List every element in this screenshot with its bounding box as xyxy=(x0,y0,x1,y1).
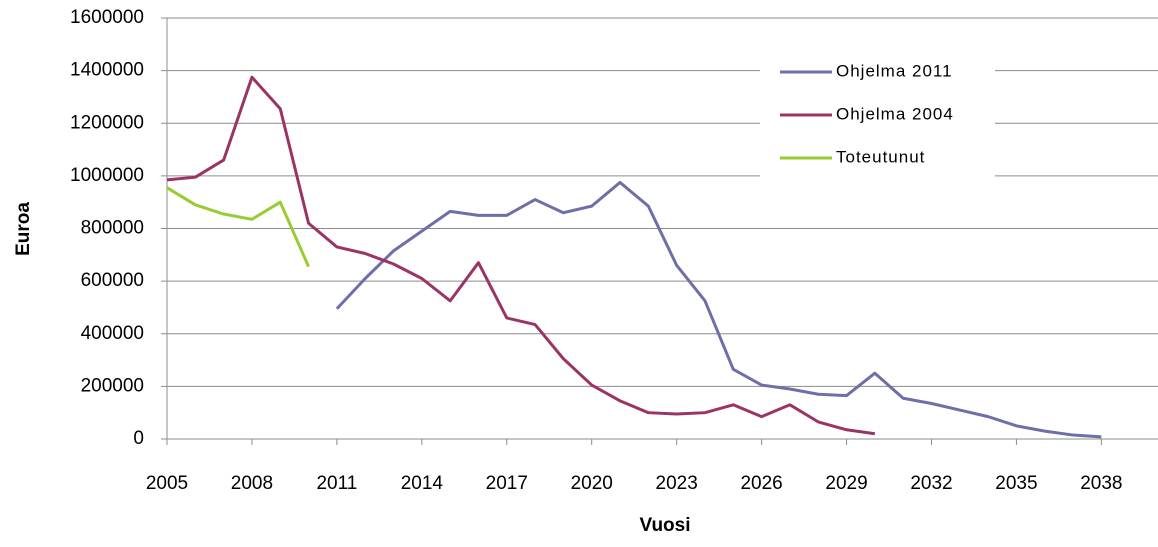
y-tick-label: 1000000 xyxy=(70,165,144,186)
x-tick-label: 2023 xyxy=(656,473,698,494)
x-tick-label: 2029 xyxy=(825,473,867,494)
legend-label: Ohjelma 2011 xyxy=(836,61,953,80)
y-tick-label: 400000 xyxy=(81,323,144,344)
legend-label: Toteutunut xyxy=(836,147,925,166)
x-tick-label: 2008 xyxy=(231,473,273,494)
y-tick-label: 1400000 xyxy=(70,60,144,81)
x-tick-label: 2032 xyxy=(910,473,952,494)
x-axis-label: Vuosi xyxy=(639,515,690,536)
x-tick-label: 2038 xyxy=(1080,473,1122,494)
legend-label: Ohjelma 2004 xyxy=(836,104,954,123)
series-line xyxy=(335,180,1102,439)
x-tick-label: 2017 xyxy=(486,473,528,494)
y-tick-label: 600000 xyxy=(81,270,144,291)
x-tick-label: 2011 xyxy=(316,473,357,494)
y-tick-label: 800000 xyxy=(81,218,144,239)
x-tick-label: 2020 xyxy=(571,473,613,494)
x-tick-label: 2005 xyxy=(146,473,188,494)
y-tick-label: 1200000 xyxy=(70,112,144,133)
y-tick-label: 200000 xyxy=(81,375,144,396)
x-tick-label: 2014 xyxy=(401,473,444,494)
y-axis-label: Euroa xyxy=(13,202,34,256)
x-tick-label: 2026 xyxy=(740,473,782,494)
x-tick-label: 2035 xyxy=(995,473,1037,494)
series-line xyxy=(166,75,876,436)
series-line xyxy=(166,186,310,268)
y-tick-label: 1600000 xyxy=(70,7,144,28)
y-tick-label: 0 xyxy=(133,428,144,449)
